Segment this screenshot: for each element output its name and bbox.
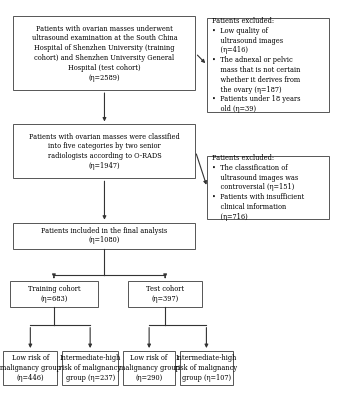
FancyBboxPatch shape bbox=[10, 281, 98, 307]
Text: Patients with ovarian masses were classified
into five categories by two senior
: Patients with ovarian masses were classi… bbox=[29, 133, 180, 170]
Text: Training cohort
(η=683): Training cohort (η=683) bbox=[28, 285, 80, 303]
Text: Low risk of
malignancy group
(η=446): Low risk of malignancy group (η=446) bbox=[0, 354, 61, 382]
FancyBboxPatch shape bbox=[13, 16, 195, 90]
Text: Intermediate-high
risk of malignancy
group (η=237): Intermediate-high risk of malignancy gro… bbox=[59, 354, 121, 382]
FancyBboxPatch shape bbox=[123, 351, 175, 385]
Text: Test cohort
(η=397): Test cohort (η=397) bbox=[146, 285, 184, 303]
FancyBboxPatch shape bbox=[62, 351, 118, 385]
FancyBboxPatch shape bbox=[207, 156, 329, 219]
Text: Patients with ovarian masses underwent
ultrasound examination at the South China: Patients with ovarian masses underwent u… bbox=[32, 24, 177, 82]
FancyBboxPatch shape bbox=[207, 18, 329, 112]
FancyBboxPatch shape bbox=[13, 223, 195, 249]
Text: Intermediate-high
risk of malignancy
group (η=107): Intermediate-high risk of malignancy gro… bbox=[175, 354, 238, 382]
Text: Patients excluded:
•  The classification of
    ultrasound images was
    contro: Patients excluded: • The classification … bbox=[212, 154, 305, 221]
Text: Low risk of
malignancy group
(η=290): Low risk of malignancy group (η=290) bbox=[119, 354, 180, 382]
FancyBboxPatch shape bbox=[3, 351, 57, 385]
FancyBboxPatch shape bbox=[13, 124, 195, 178]
FancyBboxPatch shape bbox=[180, 351, 233, 385]
FancyBboxPatch shape bbox=[128, 281, 202, 307]
Text: Patients included in the final analysis
(η=1080): Patients included in the final analysis … bbox=[41, 227, 167, 245]
Text: Patients excluded:
•  Low quality of
    ultrasound images
    (η=416)
•  The ad: Patients excluded: • Low quality of ultr… bbox=[212, 17, 301, 113]
